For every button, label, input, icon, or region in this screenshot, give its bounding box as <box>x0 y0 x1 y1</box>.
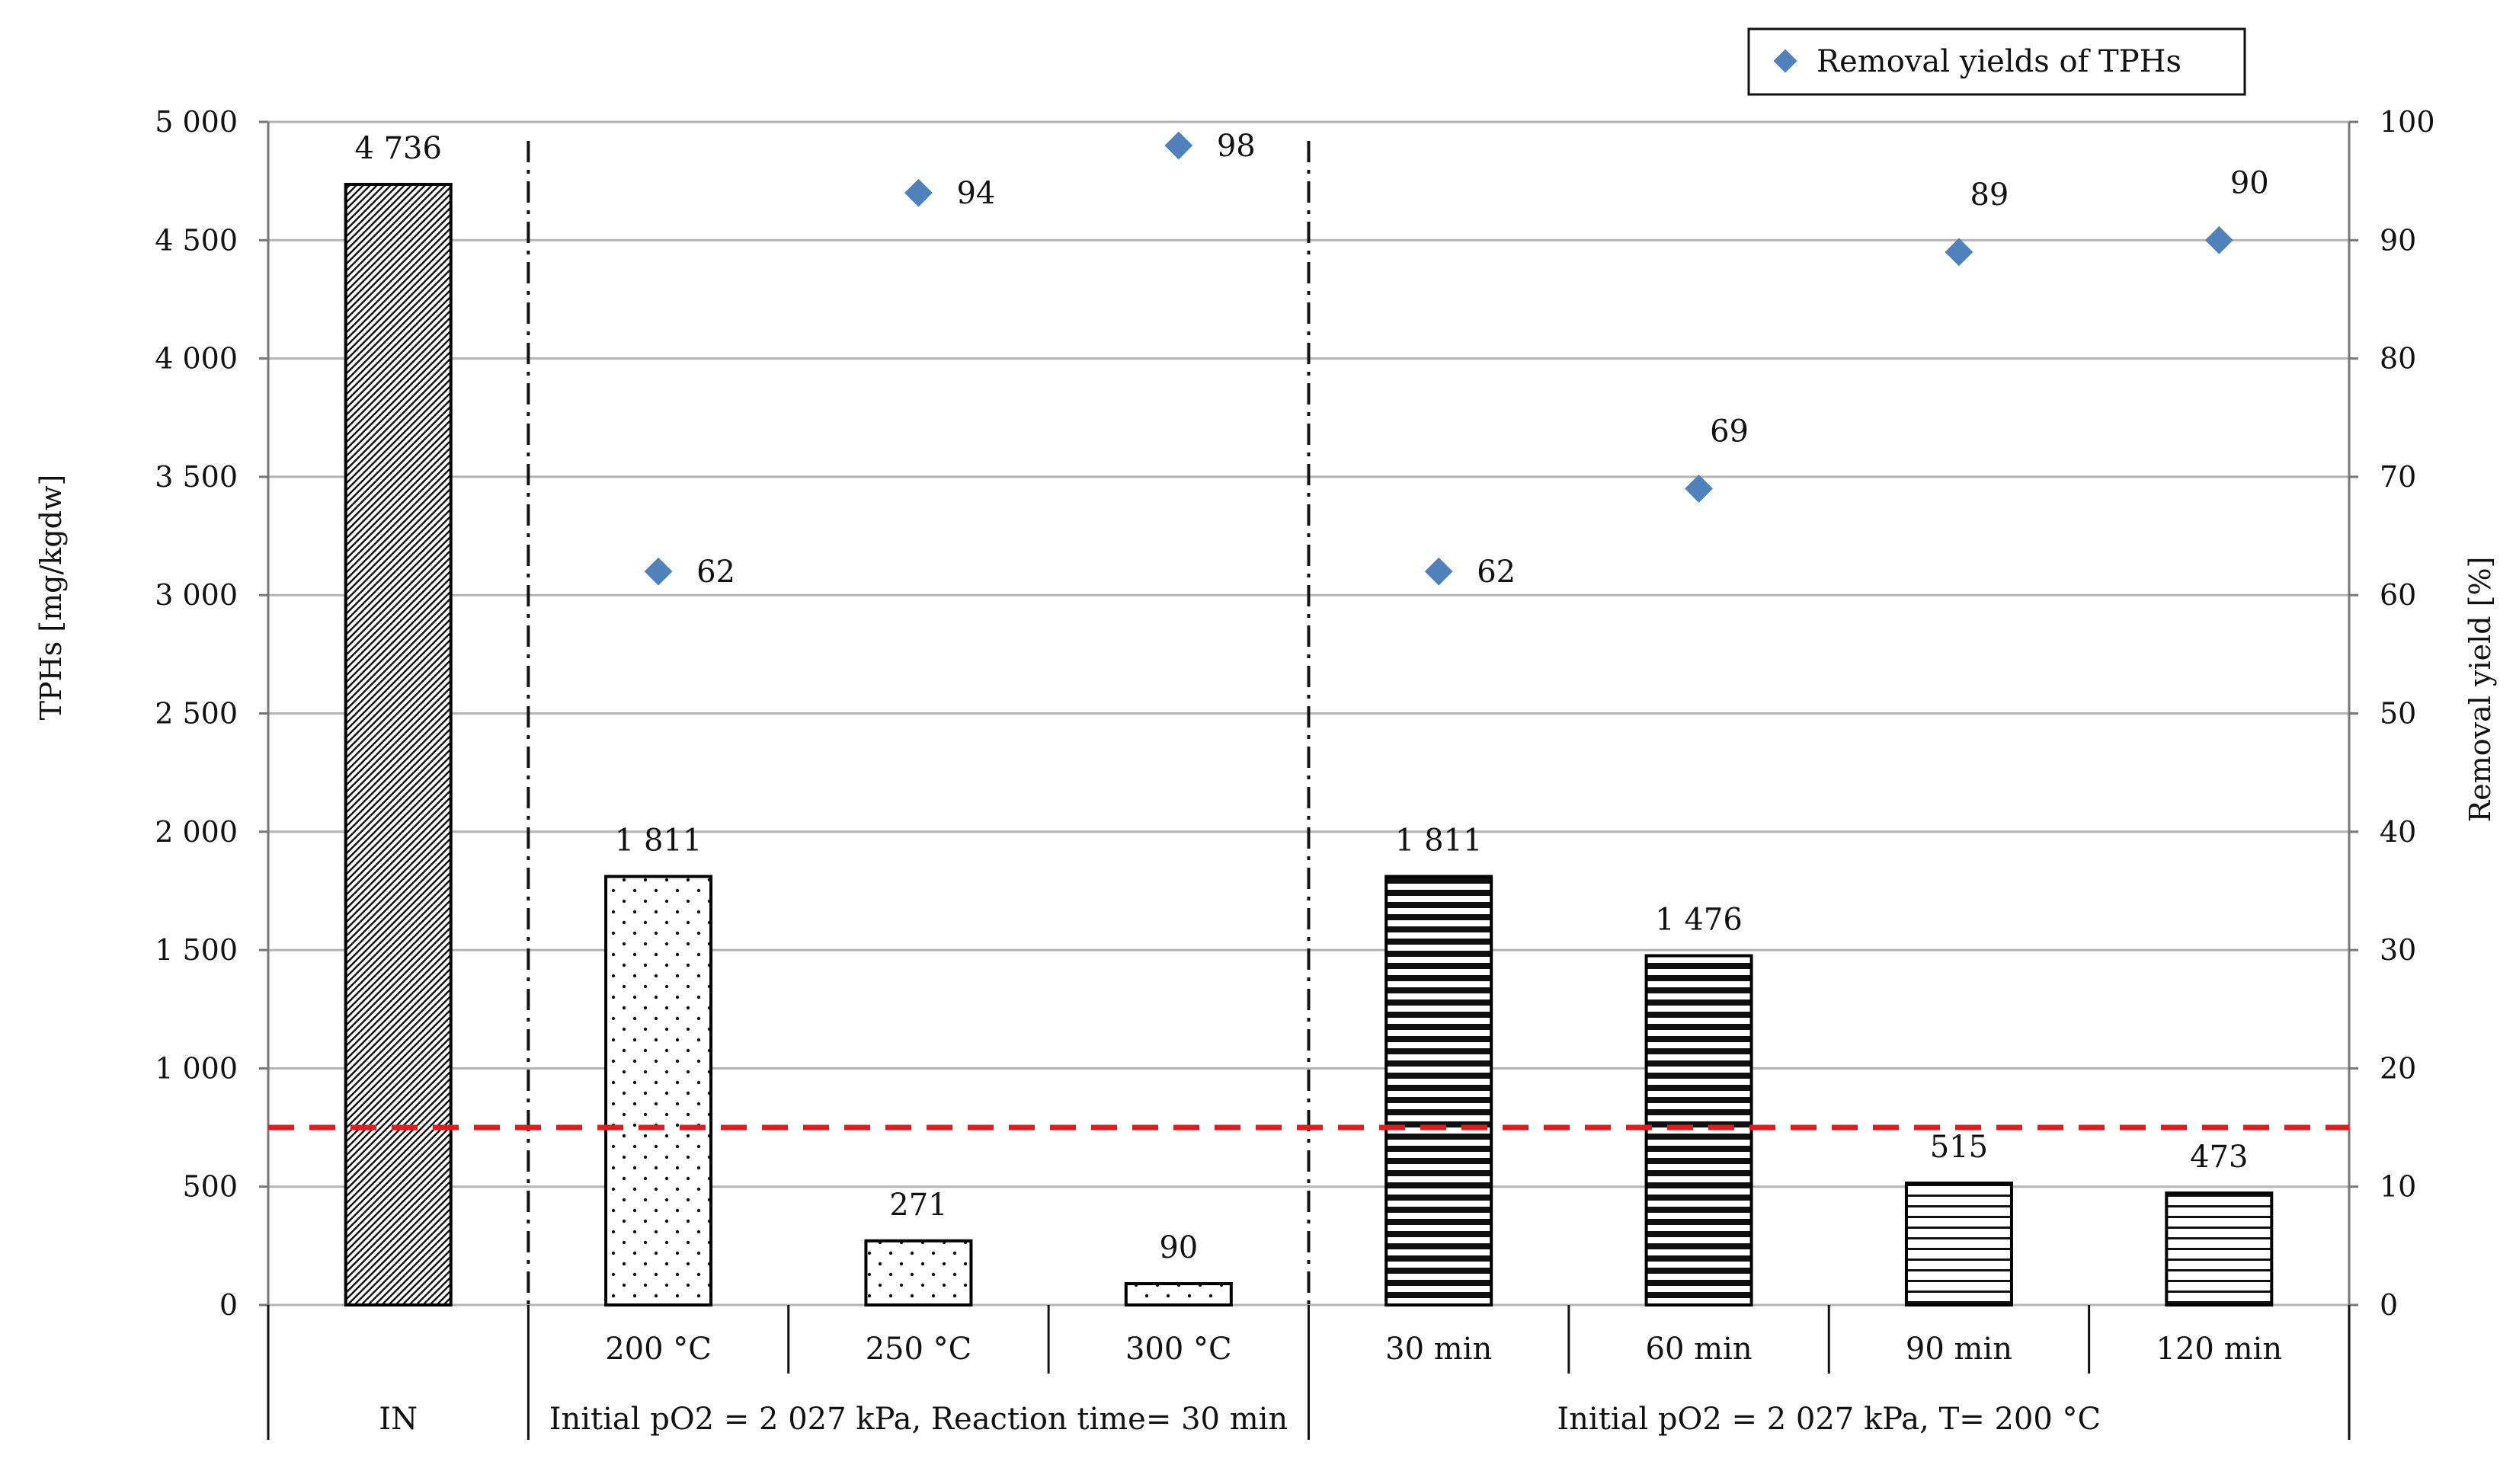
category-label: 200 °C <box>605 1332 712 1367</box>
bar <box>1384 875 1493 1306</box>
category-label: 250 °C <box>866 1332 972 1367</box>
y2-axis-tick-labels: 0 10 20 30 40 50 60 70 80 90 100 <box>2380 105 2435 1322</box>
y-tick-label: 5 000 <box>155 105 238 139</box>
legend-label: Removal yields of TPHs <box>1817 44 2181 79</box>
bars-layer: 4 736 1 811 271 90 1 811 1 476 515 473 <box>344 131 2274 1307</box>
y2-tick-label: 40 <box>2380 815 2416 849</box>
y-tick-label: 3 000 <box>155 578 238 612</box>
bar <box>344 182 453 1306</box>
category-label: 30 min <box>1385 1332 1492 1367</box>
y-tick-label: 2 500 <box>155 697 238 731</box>
category-label: 120 min <box>2156 1332 2283 1367</box>
scatter-value-label: 89 <box>1970 178 2009 213</box>
group-dividers <box>527 141 1311 1305</box>
y2-tick-label: 80 <box>2380 342 2416 376</box>
y-tick-label: 1 500 <box>155 933 238 967</box>
y-tick-label: 4 500 <box>155 223 238 257</box>
bar <box>1644 954 1753 1307</box>
bar <box>604 875 713 1306</box>
y-tick-label: 2 000 <box>155 815 238 849</box>
scatter-point <box>2204 225 2233 254</box>
bar-value-label: 271 <box>889 1188 947 1223</box>
scatter-point <box>644 557 673 586</box>
bar-value-label: 515 <box>1930 1130 1988 1165</box>
y-tick-label: 3 500 <box>155 460 238 494</box>
y2-tick-label: 20 <box>2380 1051 2416 1085</box>
y2-axis-title: Removal yield [%] <box>2463 557 2497 823</box>
y2-tick-label: 60 <box>2380 578 2416 612</box>
scatter-point <box>1164 131 1193 160</box>
scatter-value-label: 90 <box>2230 165 2269 200</box>
scatter-point <box>1945 238 1973 267</box>
y-axis-tick-labels: 0 500 1 000 1 500 2 000 2 500 3 000 3 500 4 000 4… <box>155 105 238 1322</box>
y-tick-label: 4 000 <box>155 342 238 376</box>
y2-tick-label: 0 <box>2380 1288 2398 1322</box>
scatter-point <box>1424 557 1453 586</box>
category-label: 300 °C <box>1125 1332 1232 1367</box>
scatter-value-label: 62 <box>1477 555 1516 590</box>
group-label: Initial pO2 = 2 027 kPa, Reaction time= … <box>549 1402 1288 1437</box>
scatter-point <box>1685 475 1713 503</box>
legend-box <box>1747 27 2246 96</box>
y2-tick-label: 90 <box>2380 223 2416 257</box>
y2-tick-label: 70 <box>2380 460 2416 494</box>
y-tick-label: 500 <box>182 1170 238 1204</box>
scatter-point <box>904 178 933 207</box>
bar <box>1124 1282 1233 1307</box>
y2-tick-label: 100 <box>2380 105 2435 139</box>
bar <box>864 1239 973 1306</box>
bar-value-label: 473 <box>2190 1140 2248 1175</box>
scatter-value-label: 94 <box>956 176 995 211</box>
y2-tick-label: 10 <box>2380 1170 2416 1204</box>
bar <box>2165 1191 2274 1306</box>
y2-tick-label: 50 <box>2380 697 2416 731</box>
y-tick-label: 1 000 <box>155 1051 238 1085</box>
category-label: 60 min <box>1646 1332 1753 1367</box>
y-tick-label: 0 <box>219 1288 238 1322</box>
scatter-value-label: 98 <box>1217 129 1256 164</box>
group-label: IN <box>379 1402 418 1437</box>
scatter-value-label: 62 <box>696 555 735 590</box>
category-label: 90 min <box>1906 1332 2012 1367</box>
scatter-value-label: 69 <box>1710 414 1749 449</box>
y-axis-title: TPHs [mg/kgdw] <box>34 475 68 721</box>
bar-value-label: 1 476 <box>1655 903 1743 938</box>
scatter-layer: 62 94 98 62 69 89 90 <box>644 129 2269 590</box>
legend: Removal yields of TPHs <box>1747 27 2246 96</box>
bar-value-label: 4 736 <box>354 131 442 166</box>
legend-marker-icon <box>1773 49 1797 73</box>
y2-tick-label: 30 <box>2380 933 2416 967</box>
bar-value-label: 90 <box>1159 1230 1198 1265</box>
group-label: Initial pO2 = 2 027 kPa, T= 200 °C <box>1557 1402 2101 1437</box>
bar-value-label: 1 811 <box>615 824 703 859</box>
bar <box>1904 1182 2013 1307</box>
bar-value-label: 1 811 <box>1395 824 1483 859</box>
category-table: 200 °C 250 °C 300 °C 30 min 60 min 90 min 120 … <box>267 1305 2351 1440</box>
